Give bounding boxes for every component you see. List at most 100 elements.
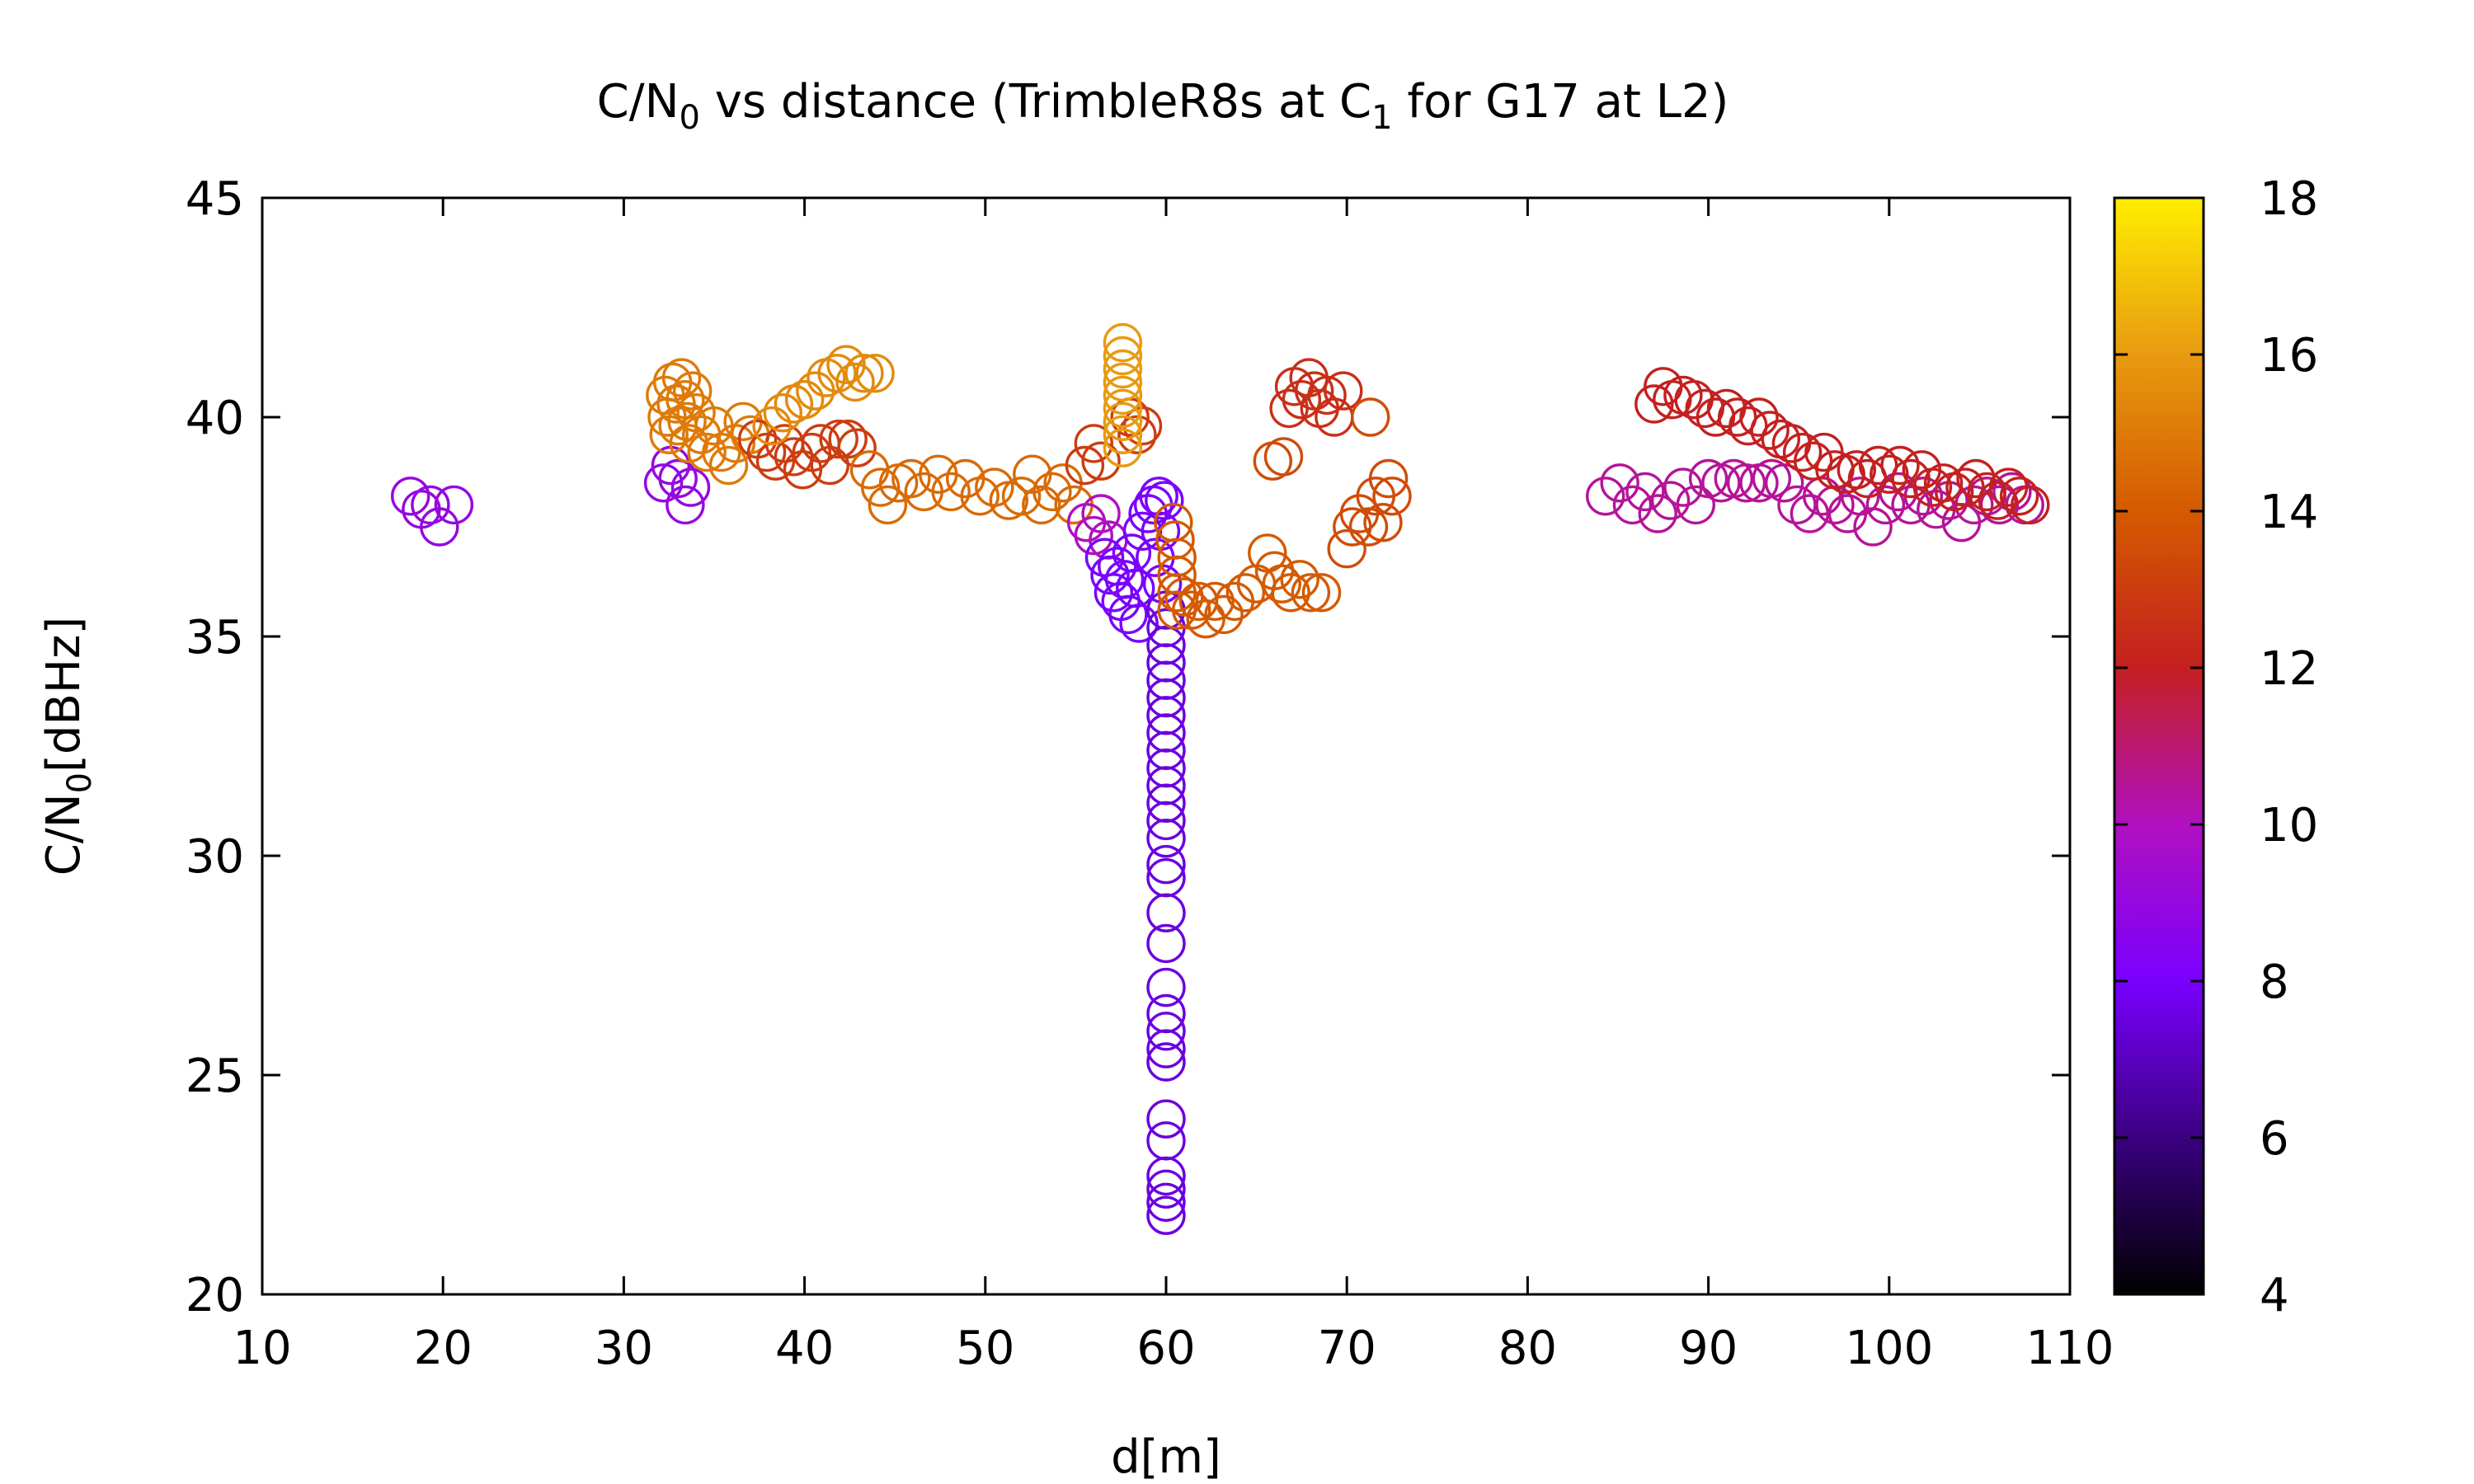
data-point-91	[1090, 555, 1130, 595]
data-point-122	[1146, 844, 1186, 885]
data-point-80	[1103, 362, 1143, 402]
data-point-218	[1685, 388, 1724, 429]
x-tick-label: 10	[233, 1322, 291, 1375]
data-point-178	[1350, 397, 1390, 437]
data-point-160	[1263, 437, 1304, 477]
data-point-65	[1001, 477, 1042, 516]
data-point-158	[1301, 573, 1342, 613]
data-point-176	[1368, 458, 1409, 499]
data-point-183	[1638, 494, 1677, 533]
data-point-77	[1103, 322, 1143, 363]
x-tick-label: 110	[2026, 1322, 2114, 1375]
data-point-130	[1146, 1042, 1186, 1082]
data-point-41	[837, 428, 877, 467]
data-point-26	[708, 445, 749, 486]
data-point-213	[1634, 384, 1674, 424]
data-point-87	[1074, 515, 1114, 556]
x-tick-label: 20	[414, 1322, 473, 1375]
data-point-193	[1764, 463, 1804, 503]
data-point-40	[828, 419, 868, 459]
data-point-221	[1717, 397, 1757, 437]
data-point-69	[1043, 463, 1083, 503]
data-point-247	[1999, 477, 2039, 516]
data-point-60	[931, 472, 971, 512]
data-point-226	[1771, 424, 1812, 463]
data-point-248	[2011, 485, 2050, 525]
data-point-88	[1081, 494, 1121, 533]
x-tick-label: 90	[1679, 1322, 1738, 1375]
data-point-179	[1585, 477, 1625, 516]
data-point-157	[1291, 573, 1331, 613]
data-point-173	[1348, 507, 1389, 547]
data-point-129	[1146, 1029, 1186, 1068]
data-point-169	[1324, 371, 1363, 411]
data-point-235	[1870, 454, 1909, 494]
data-point-200	[1853, 507, 1893, 547]
colorbar-tick-label: 14	[2260, 486, 2318, 539]
data-point-224	[1750, 411, 1790, 450]
data-point-96	[1108, 594, 1148, 635]
x-tick-label: 80	[1498, 1322, 1557, 1375]
data-point-236	[1880, 445, 1920, 486]
data-point-217	[1674, 380, 1714, 420]
data-point-78	[1103, 336, 1143, 376]
data-point-154	[1262, 564, 1302, 603]
data-point-150	[1225, 573, 1266, 613]
data-point-85	[1103, 428, 1143, 467]
data-point-81	[1103, 375, 1143, 416]
data-point-9	[670, 467, 711, 507]
data-point-79	[1103, 349, 1143, 389]
data-point-54	[860, 467, 901, 507]
data-point-186	[1676, 485, 1716, 525]
colorbar-tick-label: 10	[2260, 799, 2318, 852]
data-point-3	[420, 507, 459, 547]
colorbar-tick-label: 12	[2260, 642, 2318, 696]
data-point-148	[1204, 594, 1244, 635]
data-point-128	[1146, 1012, 1186, 1051]
data-point-201	[1865, 485, 1906, 525]
data-point-125	[1146, 923, 1186, 964]
data-point-57	[891, 458, 931, 499]
data-point-68	[1032, 472, 1072, 512]
x-tick-label: 40	[775, 1322, 834, 1375]
data-point-223	[1739, 397, 1779, 437]
data-point-84	[1103, 415, 1143, 454]
data-point-227	[1782, 432, 1823, 472]
data-point-136	[1146, 1195, 1186, 1235]
data-point-63	[975, 467, 1014, 507]
data-point-50	[835, 362, 875, 402]
y-tick-label: 40	[186, 392, 244, 445]
data-point-177	[1372, 477, 1412, 516]
data-point-49	[826, 345, 866, 384]
data-point-0	[391, 477, 430, 516]
data-point-18	[667, 402, 707, 441]
colorbar-tick-label: 6	[2260, 1112, 2289, 1166]
plot-frame	[261, 196, 2072, 1296]
data-point-38	[810, 445, 849, 486]
data-point-133	[1146, 1156, 1186, 1196]
data-point-240	[1923, 463, 1964, 503]
data-point-48	[817, 354, 857, 393]
colorbar-tick-label: 4	[2260, 1269, 2289, 1322]
data-point-234	[1858, 445, 1898, 486]
y-tick-label: 35	[186, 611, 244, 665]
y-axis: 20 25 30 35 40 45	[186, 172, 2070, 1322]
data-point-155	[1271, 573, 1310, 613]
data-point-99	[1119, 603, 1159, 643]
colorbar-tick-label: 8	[2260, 956, 2289, 1009]
data-point-35	[783, 450, 823, 490]
data-point-222	[1729, 406, 1768, 446]
data-point-244	[1967, 472, 2006, 512]
data-point-7	[658, 458, 698, 499]
colorbar-ticks: 4 6 8 10 12 14 16 18	[2114, 172, 2318, 1322]
data-point-20	[673, 371, 713, 411]
x-tick-label: 100	[1845, 1322, 1933, 1375]
data-point-31	[746, 432, 787, 472]
data-point-208	[1954, 485, 1994, 525]
data-point-73	[1081, 441, 1121, 481]
data-point-39	[819, 419, 858, 459]
data-point-51	[844, 354, 884, 393]
data-point-170	[1327, 528, 1366, 569]
data-point-2	[411, 485, 450, 525]
x-axis: 10 20 30 40 50 60 70 80 90 100 110	[233, 198, 2114, 1375]
